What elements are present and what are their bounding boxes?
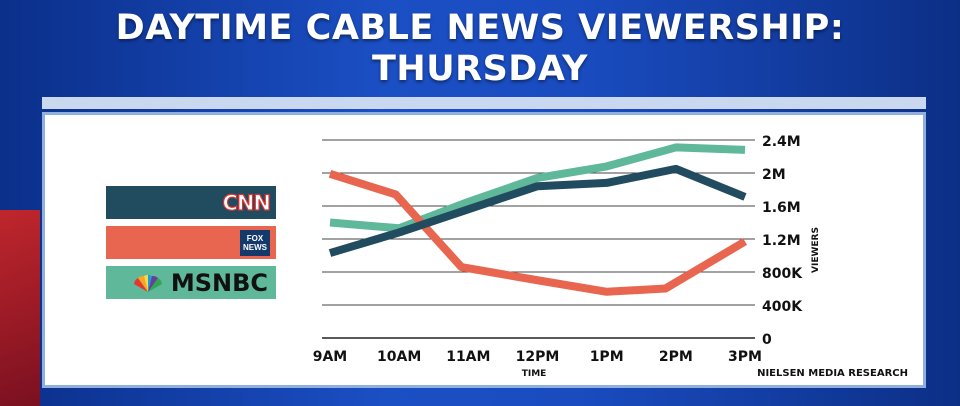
x-tick-label: 10AM <box>377 349 421 365</box>
x-tick-label: 9AM <box>313 349 348 365</box>
background-stripe <box>0 210 40 406</box>
msnbc-logo: MSNBC <box>170 268 268 297</box>
title-line-1: DAYTIME CABLE NEWS VIEWERSHIP: <box>115 8 845 48</box>
y-tick-label: 1.6M <box>762 200 801 216</box>
x-tick-label: 2PM <box>659 349 693 365</box>
series-line-cnn <box>328 164 747 257</box>
title-line-2: THURSDAY <box>372 49 588 89</box>
legend-item-fox-news: FOX NEWS <box>106 226 276 259</box>
series-line-fox-news <box>328 170 748 296</box>
legend-item-msnbc: MSNBC <box>106 266 276 299</box>
legend-item-cnn: CNN <box>106 186 276 219</box>
y-tick-label: 800K <box>762 266 803 282</box>
page-title: DAYTIME CABLE NEWS VIEWERSHIP: THURSDAY <box>0 8 960 90</box>
x-tick-label: 3PM <box>728 349 762 365</box>
x-tick-label: 1PM <box>590 349 624 365</box>
x-tick-label: 12PM <box>516 349 560 365</box>
y-tick-label: 1.2M <box>762 233 801 249</box>
source-label: NIELSEN MEDIA RESEARCH <box>757 368 908 379</box>
cnn-logo: CNN <box>222 190 272 215</box>
y-tick-label: 0 <box>762 332 772 348</box>
x-tick-label: 11AM <box>446 349 490 365</box>
panel-header-bar <box>42 97 926 109</box>
x-axis-title: TIME <box>522 369 547 379</box>
y-axis-title: VIEWERS <box>811 227 821 273</box>
peacock-icon <box>134 275 162 292</box>
y-tick-label: 2.4M <box>762 134 801 150</box>
y-tick-label: 400K <box>762 299 803 315</box>
y-tick-label: 2M <box>762 167 786 183</box>
fox-news-logo: FOX NEWS <box>240 229 270 256</box>
